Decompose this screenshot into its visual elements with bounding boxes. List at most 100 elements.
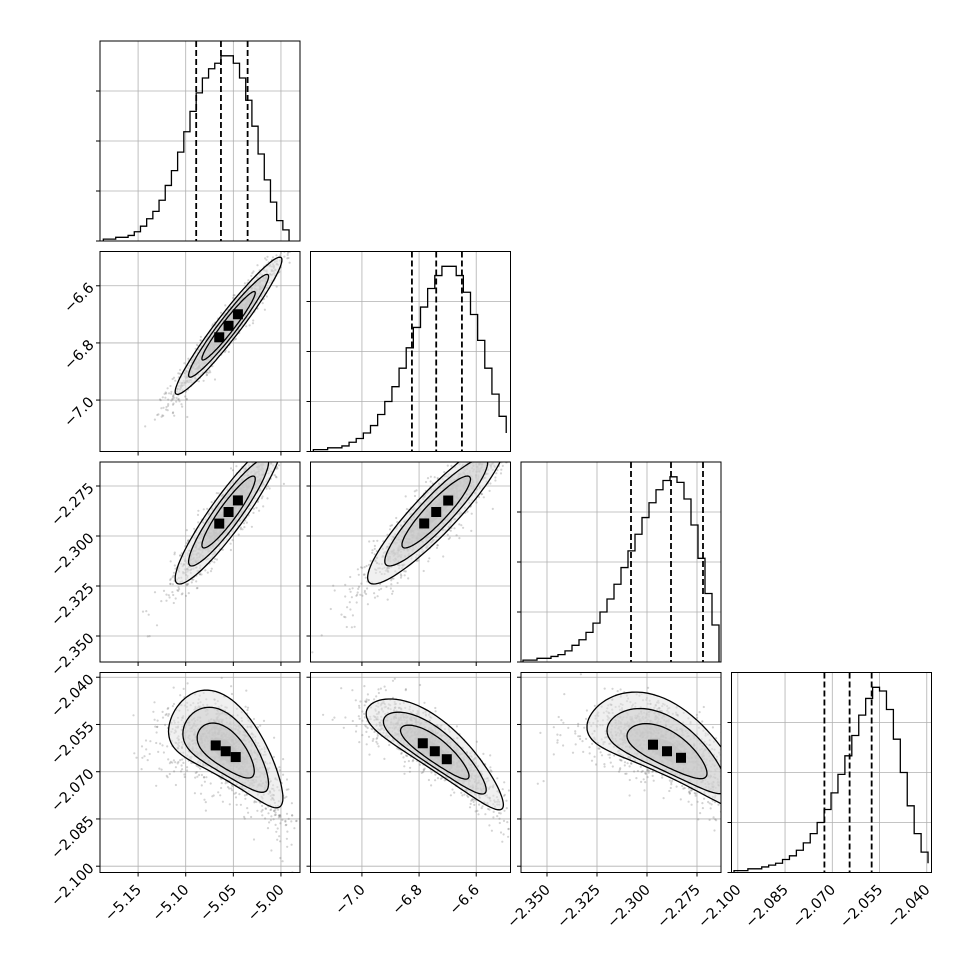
sample-point — [199, 573, 202, 576]
sample-point — [281, 456, 283, 458]
sample-point — [195, 343, 199, 346]
sample-point — [264, 257, 267, 260]
sample-point — [269, 448, 271, 450]
sample-point — [163, 392, 166, 395]
panel-frame — [99, 251, 301, 452]
sample-point — [496, 441, 498, 443]
sample-point — [494, 453, 496, 455]
sample-point — [178, 400, 181, 403]
sample-point — [272, 457, 274, 459]
sample-point — [286, 448, 288, 450]
sample-point — [164, 391, 167, 394]
sample-point — [263, 426, 265, 428]
sample-point — [344, 616, 347, 619]
sample-point — [255, 448, 257, 450]
sample-point — [380, 587, 383, 590]
density-contour-2 — [187, 462, 270, 567]
sample-point — [196, 775, 199, 778]
sample-point — [496, 469, 499, 472]
sample-point — [186, 583, 189, 586]
sample-point — [485, 454, 487, 456]
sample-point — [213, 557, 217, 561]
sample-point — [278, 439, 280, 441]
sample-point — [199, 792, 203, 795]
sample-point — [287, 256, 290, 260]
sample-point — [484, 439, 486, 441]
sample-point — [205, 373, 209, 376]
sample-point — [172, 593, 175, 597]
sample-point — [171, 398, 174, 401]
sample-point — [231, 469, 235, 472]
sample-point — [197, 521, 200, 524]
density-contour-3 — [174, 256, 283, 396]
density-contour-2 — [384, 462, 489, 567]
sample-point — [140, 745, 144, 748]
sample-point — [271, 256, 275, 259]
sample-point — [462, 455, 464, 457]
sample-point — [515, 441, 517, 443]
sample-point — [273, 814, 276, 817]
sample-point — [177, 372, 180, 375]
panel-frame — [99, 461, 301, 663]
sample-point — [288, 261, 291, 264]
sample-point — [257, 460, 259, 462]
sample-point — [386, 598, 389, 601]
sample-point — [247, 279, 250, 282]
sample-point — [494, 447, 496, 449]
sample-point — [443, 471, 446, 474]
sample-point — [266, 497, 269, 500]
sample-point — [502, 453, 504, 455]
sample-point — [171, 397, 174, 400]
sample-point — [229, 542, 232, 545]
sample-point — [173, 553, 176, 556]
sample-point — [168, 772, 171, 776]
sample-point — [167, 398, 170, 401]
sample-point — [273, 436, 275, 438]
sample-point — [158, 398, 162, 401]
sample-point — [285, 795, 288, 798]
sample-point — [206, 571, 209, 574]
sample-point — [253, 454, 255, 456]
scatter-panel-0-3 — [96, 672, 301, 877]
sample-point — [295, 446, 297, 448]
sample-point — [227, 350, 230, 353]
sample-point — [501, 445, 503, 447]
sample-point — [359, 566, 363, 569]
sample-point — [376, 595, 379, 598]
sample-point — [261, 808, 264, 812]
sample-point — [489, 482, 492, 485]
sample-point — [287, 788, 290, 791]
sample-point — [264, 807, 268, 810]
panel-frame — [310, 461, 511, 663]
sample-point — [251, 272, 254, 275]
sample-point — [241, 528, 244, 531]
sample-point — [297, 437, 299, 439]
sample-point — [307, 227, 309, 229]
sample-point — [248, 324, 251, 327]
scatter-panel-0-1 — [96, 227, 309, 456]
sample-point — [173, 414, 176, 417]
sample-point — [272, 447, 274, 449]
sample-point — [277, 808, 280, 811]
sample-point — [269, 432, 271, 434]
sample-point — [446, 533, 449, 536]
sample-point — [274, 475, 278, 478]
sample-point — [497, 457, 499, 459]
sample-point — [474, 445, 476, 447]
sample-point — [272, 448, 274, 450]
sample-point — [471, 453, 473, 455]
sample-point — [255, 459, 257, 461]
sample-point — [165, 392, 168, 395]
sample-point — [296, 426, 298, 428]
sample-point — [184, 395, 187, 398]
sample-point — [404, 495, 407, 498]
sample-point — [171, 412, 174, 415]
sample-point — [288, 430, 290, 432]
sample-point — [482, 445, 484, 447]
sample-point — [221, 800, 224, 803]
sample-point — [231, 784, 234, 788]
sample-point — [158, 767, 161, 770]
sample-point — [256, 726, 260, 729]
sample-point — [489, 437, 491, 439]
sample-point — [501, 422, 503, 424]
